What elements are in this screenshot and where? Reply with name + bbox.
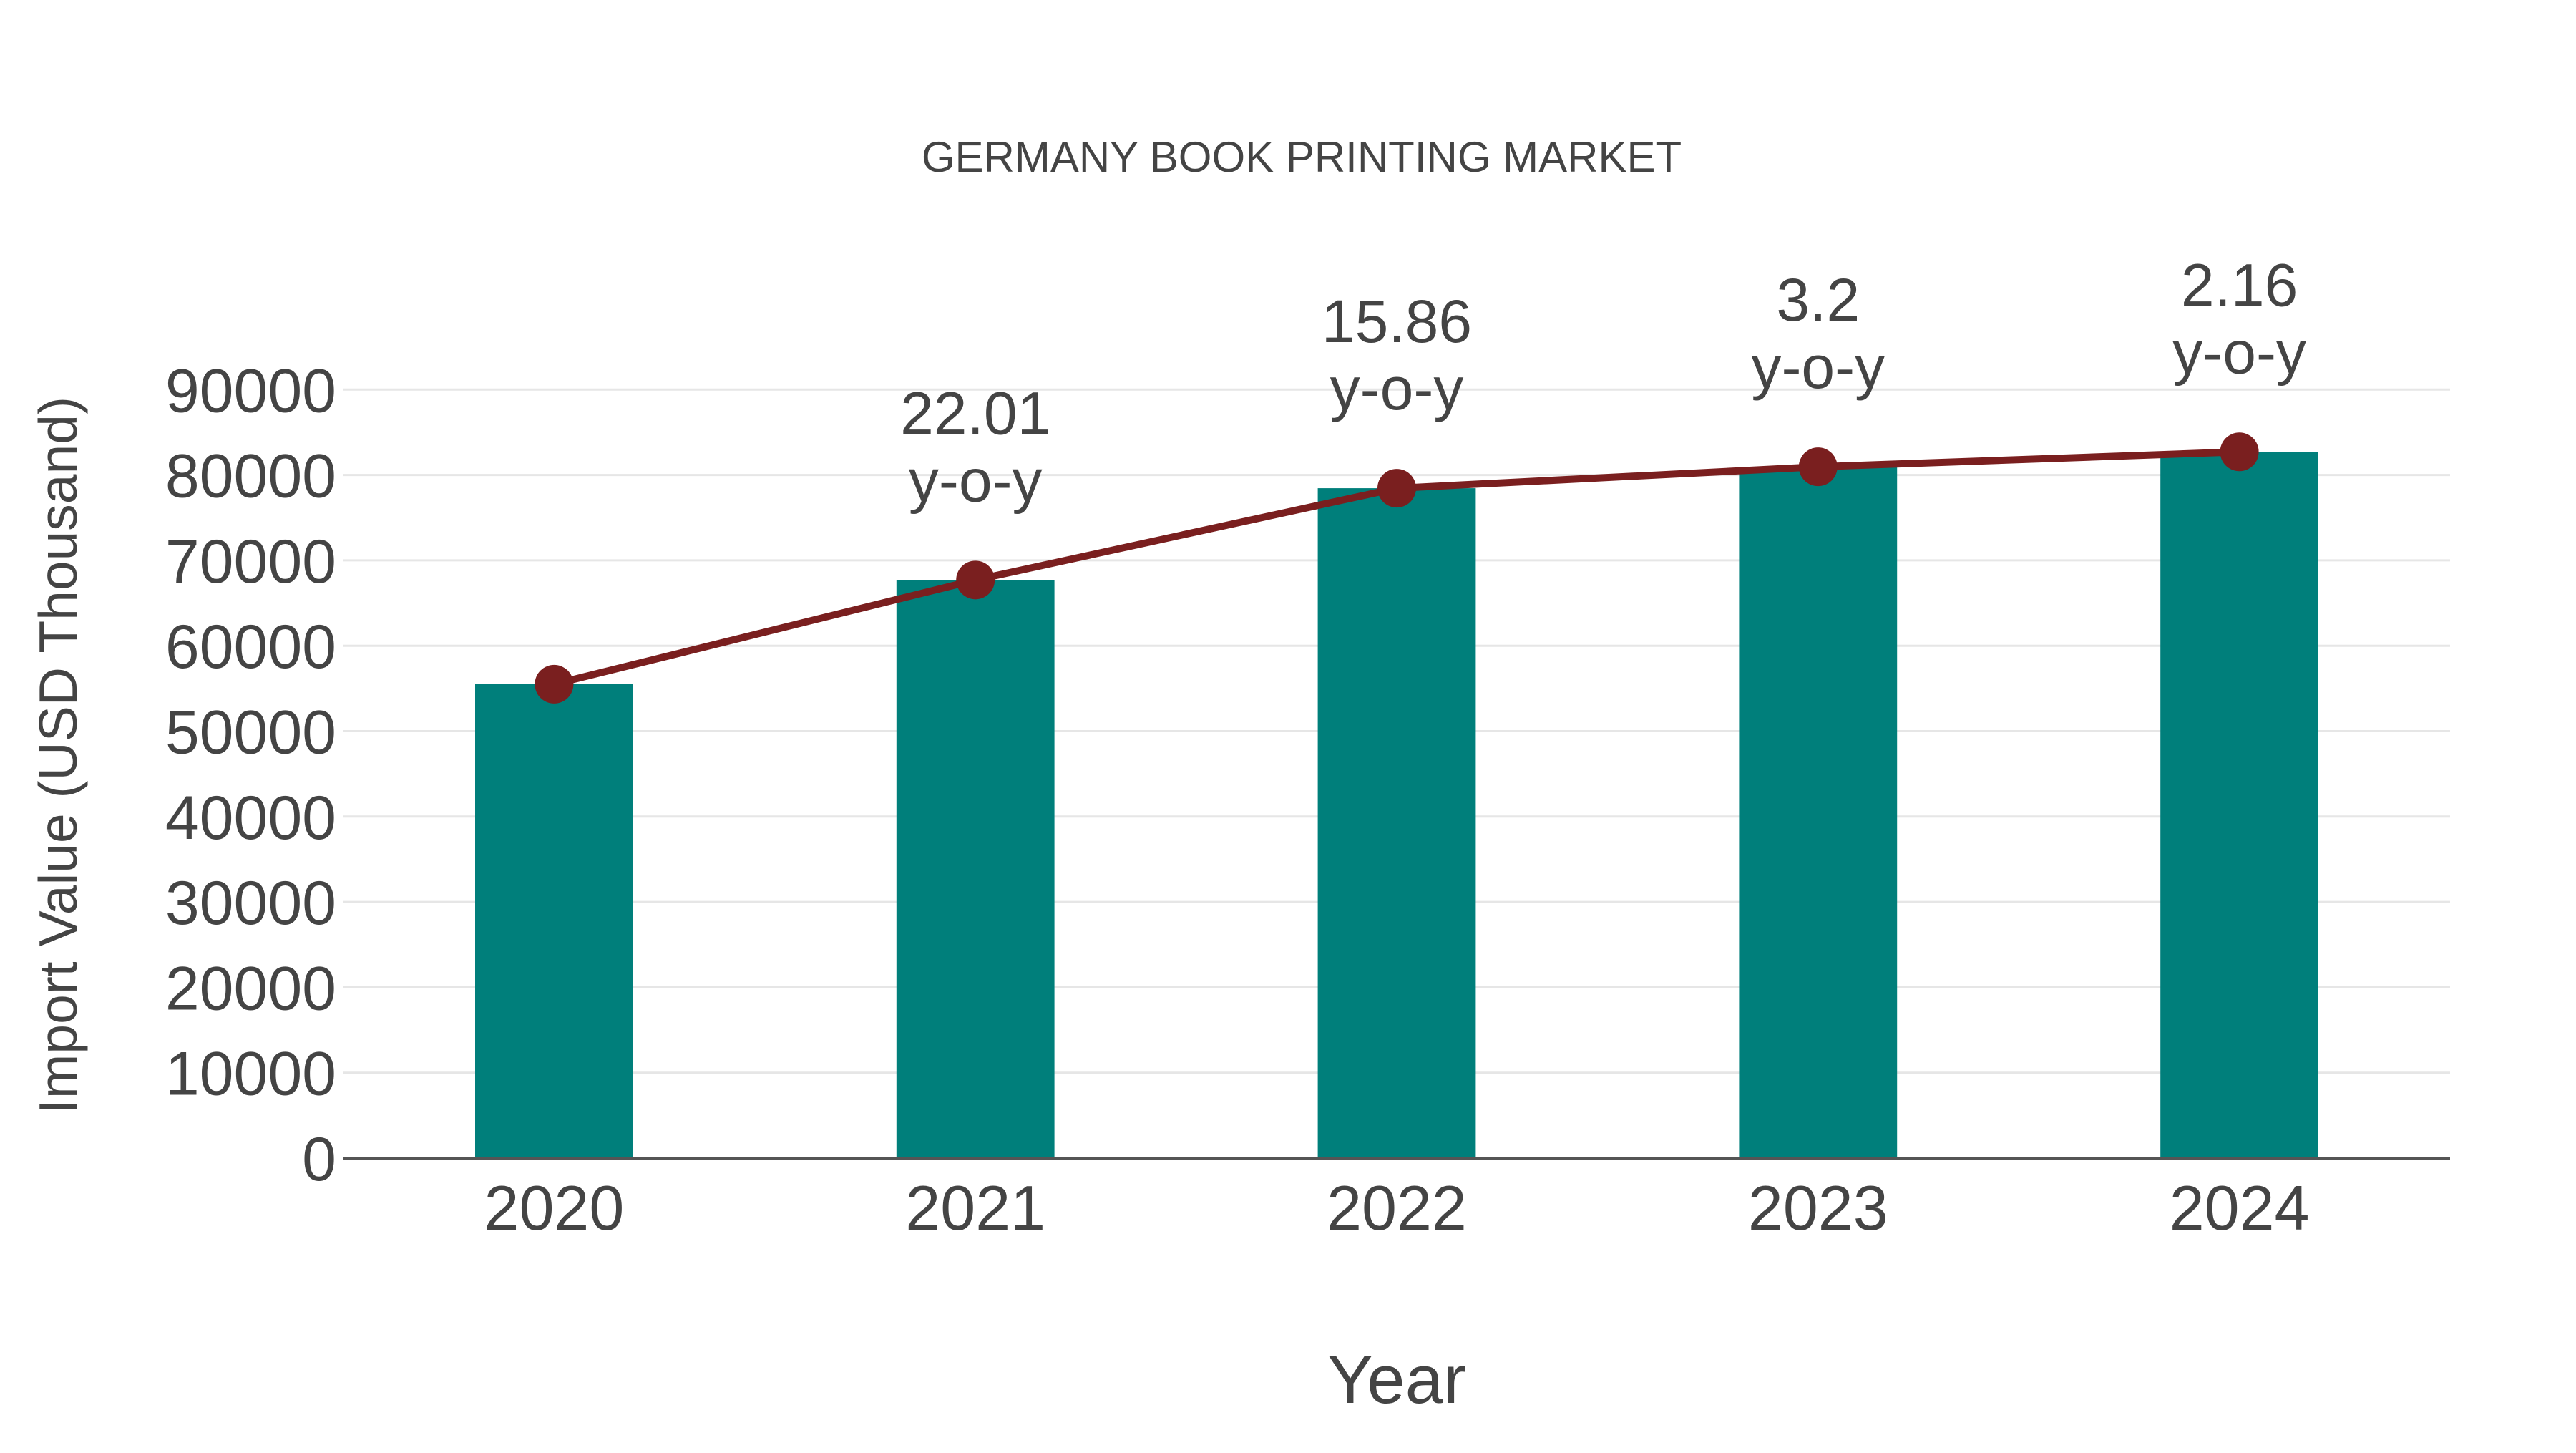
trend-marker-2022	[1377, 469, 1416, 508]
trend-marker-2021	[956, 560, 995, 600]
x-tick-label: 2024	[2170, 1172, 2310, 1243]
trend-marker-2020	[535, 664, 574, 704]
annotation-2021: 22.01y-o-y	[900, 379, 1050, 514]
y-tick-label: 50000	[165, 699, 336, 767]
chart-title: GERMANY BOOK PRINTING MARKET	[922, 133, 1682, 181]
annotation-value: 2.16	[2181, 251, 2298, 319]
x-axis-title: Year	[1327, 1341, 1466, 1418]
x-tick-label: 2023	[1748, 1172, 1888, 1243]
annotation-2022: 15.86y-o-y	[1322, 288, 1472, 422]
y-axis-ticks: 0 10000 20000 30000 40000 50000 60000 70000 8000…	[165, 356, 336, 1194]
yoy-annotations: 22.01y-o-y15.86y-o-y3.2y-o-y2.16y-o-y	[900, 251, 2306, 514]
trend-marker-2024	[2220, 432, 2259, 472]
x-axis-ticks: 2020 2021 2022 2023 2024	[484, 1172, 2310, 1243]
bar-2020	[475, 684, 633, 1158]
y-tick-label: 80000	[165, 442, 336, 511]
annotation-value: 15.86	[1322, 288, 1472, 355]
y-tick-label: 40000	[165, 784, 336, 852]
y-tick-label: 90000	[165, 356, 336, 425]
bar-2021	[896, 580, 1055, 1158]
x-tick-label: 2022	[1327, 1172, 1467, 1243]
x-tick-label: 2021	[905, 1172, 1045, 1243]
bar-2024	[2160, 452, 2318, 1158]
annotation-2023: 3.2y-o-y	[1751, 266, 1885, 401]
annotation-value: 3.2	[1776, 266, 1860, 334]
x-tick-label: 2020	[484, 1172, 625, 1243]
annotation-2024: 2.16y-o-y	[2172, 251, 2306, 386]
bar-2022	[1317, 488, 1476, 1158]
y-tick-label: 20000	[165, 954, 336, 1023]
y-tick-label: 70000	[165, 528, 336, 596]
line-series	[535, 432, 2259, 704]
annotation-suffix: y-o-y	[1751, 334, 1885, 401]
y-tick-label: 60000	[165, 613, 336, 681]
annotation-suffix: y-o-y	[1330, 355, 1464, 422]
annotation-value: 22.01	[900, 379, 1050, 447]
y-tick-label: 0	[302, 1125, 336, 1194]
y-axis-title: Import Value (USD Thousand)	[28, 397, 88, 1114]
annotation-suffix: y-o-y	[2172, 319, 2306, 386]
annotation-suffix: y-o-y	[909, 447, 1043, 514]
trend-marker-2023	[1798, 447, 1838, 487]
y-tick-label: 30000	[165, 869, 336, 938]
y-tick-label: 10000	[165, 1040, 336, 1109]
bar-series	[475, 452, 2318, 1158]
bar-2023	[1739, 467, 1898, 1158]
